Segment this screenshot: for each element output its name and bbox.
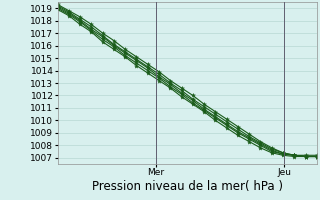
- X-axis label: Pression niveau de la mer( hPa ): Pression niveau de la mer( hPa ): [92, 180, 283, 193]
